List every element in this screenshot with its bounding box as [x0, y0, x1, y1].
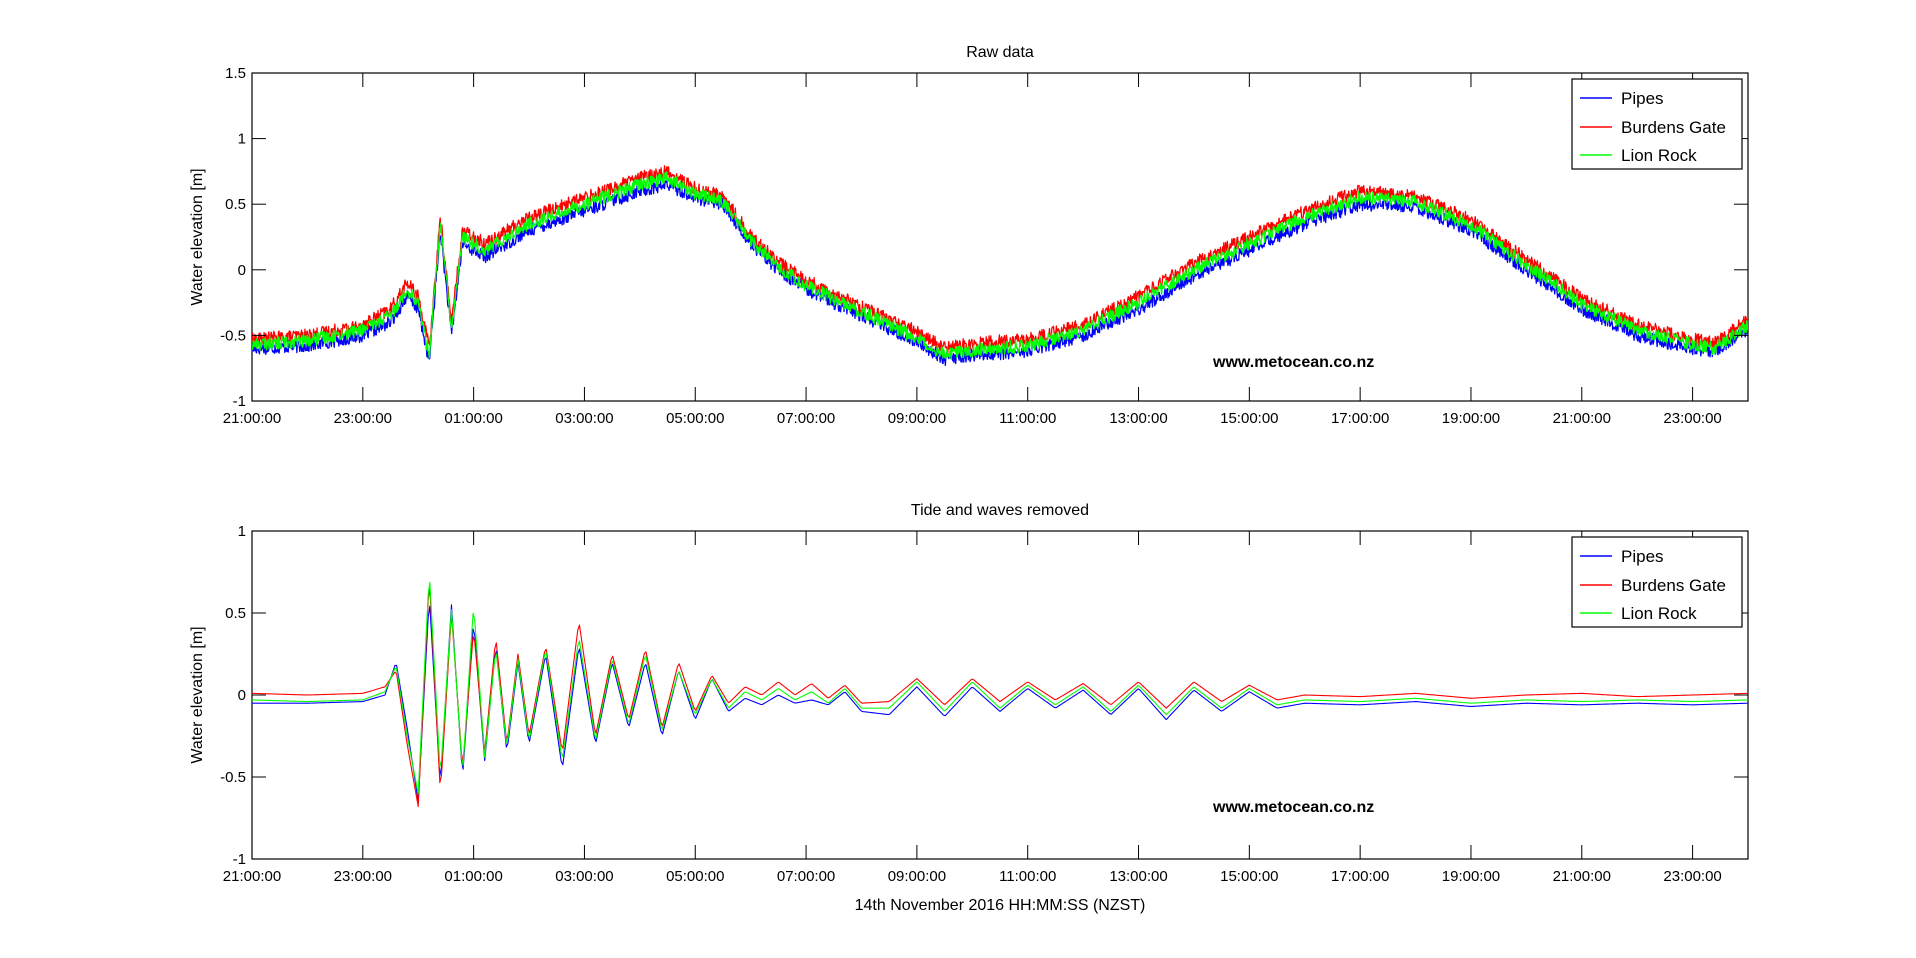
raw-data-x-tick-label: 07:00:00 [777, 410, 835, 427]
filtered-data-series-lion-rock [252, 581, 1748, 794]
raw-data-x-tick-label: 19:00:00 [1442, 410, 1500, 427]
filtered-data-legend: Pipes Burdens Gate Lion Rock [1571, 536, 1743, 628]
filtered-data-legend-label-burdens-gate: Burdens Gate [1621, 576, 1726, 595]
filtered-data-series [252, 581, 1748, 808]
filtered-data-x-tick-label: 19:00:00 [1442, 868, 1500, 885]
filtered-data-ticks: -1 -0.5 0 0.5 1 21:00:00 23:00:00 01:00:00 03:00… [220, 523, 1748, 885]
raw-data-y-tick-label: 1.5 [225, 65, 246, 82]
raw-data-x-tick-label: 13:00:00 [1109, 410, 1167, 427]
filtered-data-y-tick-label: 0 [238, 687, 246, 704]
raw-data-series [252, 165, 1748, 367]
filtered-data-x-axis-label: 14th November 2016 HH:MM:SS (NZST) [855, 897, 1146, 914]
raw-data-watermark: www.metocean.co.nz [1212, 354, 1374, 371]
filtered-data-x-tick-label: 15:00:00 [1220, 868, 1278, 885]
filtered-data-x-tick-label: 01:00:00 [444, 868, 502, 885]
filtered-data-x-tick-label: 11:00:00 [999, 868, 1056, 885]
filtered-data-y-tick-label: -1 [233, 851, 246, 868]
raw-data-legend-label-burdens-gate: Burdens Gate [1621, 118, 1726, 137]
filtered-data-y-tick-label: 0.5 [225, 605, 246, 622]
filtered-data-x-tick-label: 21:00:00 [223, 868, 281, 885]
filtered-data-legend-label-lion-rock: Lion Rock [1621, 604, 1697, 623]
raw-data-x-tick-label: 05:00:00 [666, 410, 724, 427]
raw-data-series-lion-rock [252, 171, 1748, 360]
raw-data-x-tick-label: 21:00:00 [223, 410, 281, 427]
filtered-data-x-tick-label: 05:00:00 [666, 868, 724, 885]
raw-data-legend-label-lion-rock: Lion Rock [1621, 146, 1697, 165]
raw-data-y-tick-label: 1 [238, 131, 246, 148]
raw-data-legend-box [1571, 78, 1743, 170]
filtered-data-x-tick-label: 23:00:00 [334, 868, 392, 885]
raw-data-y-tick-label: -1 [233, 393, 246, 410]
raw-data-legend: Pipes Burdens Gate Lion Rock [1571, 78, 1743, 170]
raw-data-x-tick-label: 15:00:00 [1220, 410, 1278, 427]
filtered-data-x-tick-label: 09:00:00 [888, 868, 946, 885]
raw-data-x-tick-label: 09:00:00 [888, 410, 946, 427]
filtered-data-x-tick-label: 21:00:00 [1553, 868, 1611, 885]
raw-data-x-tick-label: 11:00:00 [999, 410, 1056, 427]
raw-data-y-tick-label: 0 [238, 262, 246, 279]
filtered-data-x-tick-label: 03:00:00 [555, 868, 613, 885]
filtered-data-x-tick-label: 23:00:00 [1663, 868, 1721, 885]
raw-data-y-axis-label: Water elevation [m] [189, 168, 206, 305]
raw-data-legend-label-pipes: Pipes [1621, 89, 1664, 108]
raw-data-x-tick-label: 01:00:00 [444, 410, 502, 427]
raw-data-x-tick-label: 03:00:00 [555, 410, 613, 427]
raw-data-x-tick-label: 17:00:00 [1331, 410, 1389, 427]
filtered-data-panel: -1 -0.5 0 0.5 1 21:00:00 23:00:00 01:00:00 03:00… [189, 502, 1749, 914]
raw-data-panel: -1 -0.5 0 0.5 1 1.5 21:00:00 23:00:00 01:00:00 03… [189, 44, 1749, 427]
filtered-data-x-tick-label: 07:00:00 [777, 868, 835, 885]
filtered-data-x-tick-label: 17:00:00 [1331, 868, 1389, 885]
raw-data-x-tick-label: 23:00:00 [334, 410, 392, 427]
raw-data-ticks: -1 -0.5 0 0.5 1 1.5 21:00:00 23:00:00 01:00:00 03… [220, 65, 1748, 427]
filtered-data-watermark: www.metocean.co.nz [1212, 799, 1374, 816]
filtered-data-legend-box [1571, 536, 1743, 628]
filtered-data-legend-label-pipes: Pipes [1621, 547, 1664, 566]
filtered-data-y-axis-label: Water elevation [m] [189, 626, 206, 763]
filtered-data-y-tick-label: 1 [238, 523, 246, 540]
raw-data-x-tick-label: 21:00:00 [1553, 410, 1611, 427]
raw-data-title: Raw data [966, 44, 1034, 61]
filtered-data-x-tick-label: 13:00:00 [1109, 868, 1167, 885]
raw-data-x-tick-label: 23:00:00 [1663, 410, 1721, 427]
raw-data-y-tick-label: 0.5 [225, 196, 246, 213]
raw-data-y-tick-label: -0.5 [220, 327, 246, 344]
filtered-data-y-tick-label: -0.5 [220, 769, 246, 786]
filtered-data-title: Tide and waves removed [911, 502, 1089, 519]
filtered-data-series-burdens-gate [252, 587, 1748, 808]
